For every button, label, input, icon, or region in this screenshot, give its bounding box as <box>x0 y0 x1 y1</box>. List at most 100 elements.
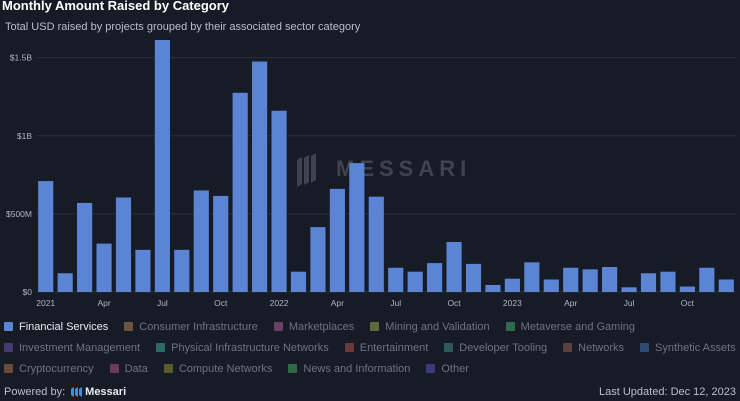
legend-swatch <box>156 343 166 352</box>
legend-swatch <box>109 364 119 373</box>
bar[interactable] <box>699 267 715 292</box>
legend-label: Marketplaces <box>288 320 355 333</box>
x-tick-label: Apr <box>97 298 110 308</box>
legend-label: Cryptocurrency <box>19 362 94 375</box>
legend-item[interactable]: Data <box>109 362 148 375</box>
bar[interactable] <box>154 40 170 292</box>
legend-row: Investment Management Physical Infrastruc… <box>4 337 740 358</box>
y-tick-label: $500M <box>6 209 32 219</box>
bar[interactable] <box>213 195 229 292</box>
bar[interactable] <box>349 163 365 292</box>
legend-swatch <box>639 343 649 352</box>
legend-item[interactable]: Networks <box>563 342 624 354</box>
legend-swatch <box>4 343 13 352</box>
bar[interactable] <box>232 92 248 292</box>
bar-chart: $0 $500M $1B $1.5B MESSARI 2021 Apr Jul Oct 2022 A… <box>6 40 736 308</box>
legend-swatch <box>4 322 13 331</box>
legend-item[interactable]: Physical Infrastructure Networks <box>156 342 329 354</box>
legend-swatch <box>370 322 380 331</box>
bar[interactable] <box>563 267 579 292</box>
legend-swatch <box>288 364 298 373</box>
legend-row: Cryptocurrency Data Compute Networks News a… <box>4 358 740 379</box>
bar[interactable] <box>660 271 676 292</box>
legend-item[interactable]: Investment Management <box>4 342 140 354</box>
bar[interactable] <box>602 267 618 292</box>
legend-item[interactable]: Cryptocurrency <box>4 363 94 375</box>
bar[interactable] <box>485 284 501 292</box>
legend-item[interactable]: News and Information <box>288 363 410 375</box>
bar[interactable] <box>504 278 520 292</box>
bar[interactable] <box>290 271 307 292</box>
bar[interactable] <box>640 273 657 292</box>
legend-label: News and Information <box>303 362 411 375</box>
bar[interactable] <box>96 243 112 292</box>
legend-swatch <box>344 343 354 352</box>
bar[interactable] <box>465 263 482 292</box>
bar[interactable] <box>368 196 384 292</box>
legend-swatch <box>273 322 283 331</box>
bar[interactable] <box>135 249 151 292</box>
legend-label: Financial Services <box>19 320 109 333</box>
bar[interactable] <box>543 279 559 293</box>
legend: Financial Services Consumer Infrastructur… <box>4 316 740 379</box>
messari-logo-icon <box>71 387 83 397</box>
legend-item[interactable]: Developer Tooling <box>444 342 547 354</box>
bar[interactable] <box>407 271 423 292</box>
legend-item[interactable]: Entertainment <box>344 341 429 354</box>
legend-label: Networks <box>578 341 624 354</box>
x-tick-label: Oct <box>447 298 461 308</box>
legend-item[interactable]: Consumer Infrastructure <box>124 321 258 333</box>
bar[interactable] <box>582 269 598 292</box>
legend-label: Synthetic Assets <box>654 341 736 354</box>
legend-item[interactable]: Metaverse and Gaming <box>505 320 636 333</box>
powered-by-label: Powered by: <box>4 386 66 398</box>
bar[interactable] <box>77 202 93 292</box>
legend-item[interactable]: Compute Networks <box>163 363 272 375</box>
bar[interactable] <box>115 197 132 292</box>
bar[interactable] <box>57 273 73 292</box>
x-tick-label: 2023 <box>503 298 522 308</box>
bar[interactable] <box>310 227 326 292</box>
bar[interactable] <box>524 262 540 292</box>
y-tick-label: $1.5B <box>10 53 33 63</box>
legend-item[interactable]: Synthetic Assets <box>639 341 736 354</box>
x-tick-label: Jul <box>390 298 401 308</box>
last-updated: Last Updated: Dec 12, 2023 <box>599 386 736 398</box>
bar[interactable] <box>388 267 404 292</box>
bar[interactable] <box>679 286 695 292</box>
x-tick-label: Oct <box>214 298 228 308</box>
bar[interactable] <box>446 242 462 292</box>
legend-label: Data <box>124 362 148 375</box>
legend-swatch <box>505 322 515 331</box>
legend-label: Metaverse and Gaming <box>520 320 636 333</box>
powered-by-brand[interactable]: Messari <box>85 386 127 398</box>
bar[interactable] <box>271 110 287 292</box>
legend-label: Entertainment <box>359 341 429 354</box>
legend-label: Consumer Infrastructure <box>139 320 258 333</box>
watermark-logo-icon <box>304 155 309 185</box>
bar[interactable] <box>718 279 734 293</box>
x-tick-label: Apr <box>564 298 577 308</box>
legend-swatch <box>426 364 436 373</box>
legend-swatch <box>4 364 13 373</box>
legend-item[interactable]: Mining and Validation <box>370 320 490 333</box>
x-tick-label: 2021 <box>36 298 55 308</box>
bar[interactable] <box>329 188 345 292</box>
bar[interactable] <box>38 181 54 292</box>
bar[interactable] <box>193 190 209 292</box>
legend-item[interactable]: Financial Services <box>4 321 108 333</box>
bar[interactable] <box>174 249 190 292</box>
x-tick-label: Jul <box>624 298 635 308</box>
x-tick-label: Oct <box>681 298 695 308</box>
y-tick-label: $1B <box>17 131 32 141</box>
legend-label: Physical Infrastructure Networks <box>171 341 329 354</box>
x-tick-label: Apr <box>331 298 344 308</box>
chart-subtitle: Total USD raised by projects grouped by … <box>5 21 361 33</box>
legend-item[interactable]: Marketplaces <box>273 320 355 333</box>
bar[interactable] <box>427 263 443 292</box>
bar[interactable] <box>252 61 268 292</box>
x-tick-label: Jul <box>157 298 168 308</box>
bar[interactable] <box>621 287 637 292</box>
legend-item[interactable]: Other <box>426 363 469 375</box>
legend-label: Mining and Validation <box>385 320 490 333</box>
